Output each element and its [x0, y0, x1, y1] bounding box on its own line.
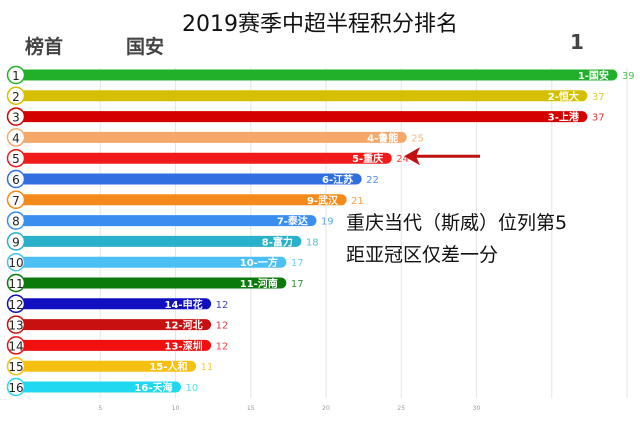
rank-badge	[6, 294, 26, 314]
rank-label: 4	[12, 131, 20, 145]
rank-badge	[6, 336, 26, 355]
x-tick-label: 15	[247, 405, 255, 412]
rank-badge	[6, 86, 26, 106]
rank-badge	[6, 148, 26, 168]
rank-label: 9	[12, 235, 20, 249]
value-label: 37	[592, 113, 605, 124]
value-label: 17	[291, 258, 304, 269]
value-label: 24	[396, 154, 409, 165]
rank-badge	[6, 252, 26, 272]
value-label: 12	[216, 321, 229, 332]
x-tick-label: 25	[397, 405, 405, 412]
value-label: 12	[216, 341, 229, 352]
bar-label: 5-重庆	[352, 152, 383, 165]
leader-team: 国安	[126, 36, 165, 58]
x-tick-label: 20	[322, 405, 330, 412]
rank-label: 8	[12, 215, 20, 229]
rank-badge	[6, 190, 26, 210]
leader-label: 榜首	[25, 36, 64, 58]
rank-label: 10	[8, 256, 23, 270]
bar-label: 14-申花	[165, 298, 203, 311]
bar-label: 16-天海	[134, 381, 172, 394]
value-label: 25	[411, 133, 424, 144]
rank-badge	[6, 169, 26, 189]
rank-label: 3	[12, 111, 20, 125]
chart-title: 2019赛季中超半程积分排名	[182, 12, 458, 37]
bar-label: 7-泰达	[277, 215, 308, 228]
leader-rank: 1	[570, 30, 584, 54]
value-label: 11	[201, 362, 214, 373]
bar-label: 10-一方	[240, 256, 278, 269]
x-tick-label: 30	[473, 405, 481, 412]
x-tick-label: 10	[172, 405, 180, 412]
bar-label: 1-国安	[578, 69, 609, 82]
rank-badge	[6, 377, 26, 397]
bar-label: 12-河北	[165, 319, 203, 332]
rank-label: 1	[12, 69, 20, 83]
value-label: 12	[216, 300, 229, 311]
bar-label: 15-人和	[149, 360, 187, 373]
annotation-line-1: 重庆当代（斯威）位列第5	[346, 212, 568, 234]
bar-label: 4-鲁能	[367, 131, 398, 144]
value-label: 37	[592, 92, 605, 103]
value-label: 21	[351, 196, 364, 207]
value-label: 18	[306, 237, 319, 248]
bar-label: 3-上港	[548, 111, 580, 124]
x-tick-label: 5	[98, 405, 102, 412]
bar-label: 2-恒大	[548, 90, 579, 103]
rank-badge	[6, 315, 26, 334]
rank-label: 14	[8, 339, 23, 353]
rank-label: 15	[8, 360, 23, 374]
rank-label: 12	[8, 298, 23, 312]
rank-label: 11	[8, 277, 23, 291]
rank-label: 16	[8, 381, 23, 395]
rank-badge	[6, 356, 26, 376]
value-label: 10	[186, 383, 199, 394]
bar-label: 11-河南	[240, 277, 278, 290]
rank-badge	[6, 211, 26, 230]
value-label: 39	[622, 71, 635, 82]
rank-badge	[6, 107, 26, 126]
value-label: 22	[366, 175, 379, 186]
rank-badge	[6, 232, 26, 251]
rank-badge	[6, 273, 26, 293]
rank-badge	[6, 65, 26, 85]
rank-label: 6	[12, 173, 20, 187]
rank-badge	[6, 128, 26, 147]
value-label: 17	[291, 279, 304, 290]
arrow-left-icon	[404, 147, 420, 166]
rank-label: 2	[12, 90, 20, 104]
annotation-line-2: 距亚冠区仅差一分	[346, 244, 499, 266]
bar-label: 6-江苏	[322, 173, 353, 186]
rank-label: 7	[12, 194, 20, 208]
value-label: 19	[321, 217, 334, 228]
bar-label: 9-武汉	[307, 194, 339, 207]
bar-label: 13-深圳	[165, 339, 203, 352]
rank-label: 5	[12, 152, 20, 166]
bar-label: 8-富力	[262, 235, 293, 248]
rank-label: 13	[8, 319, 23, 333]
